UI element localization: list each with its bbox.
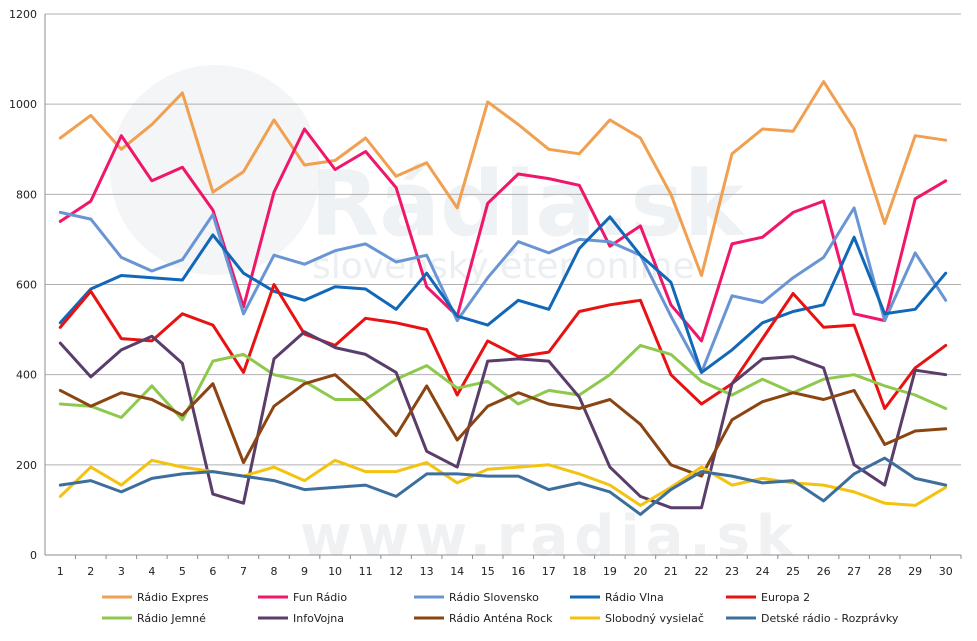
x-tick-label: 28 [878, 565, 892, 578]
x-tick-label: 2 [87, 565, 94, 578]
legend-label: Rádio Anténa Rock [449, 612, 553, 625]
series-line [58, 343, 948, 422]
x-tick-label: 13 [420, 565, 434, 578]
legend-label: Fun Rádio [293, 591, 347, 604]
x-tick-label: 18 [572, 565, 586, 578]
x-tick-label: 10 [328, 565, 342, 578]
x-tick-label: 4 [148, 565, 155, 578]
y-tick-label: 1000 [9, 98, 37, 111]
legend-label: Rádio Vlna [605, 591, 664, 604]
x-tick-label: 30 [939, 565, 953, 578]
y-tick-label: 200 [16, 459, 37, 472]
legend-label: Rádio Jemné [137, 612, 206, 625]
watermark: Rádia.sk slovenský éter online www.radia… [110, 65, 799, 569]
x-tick-label: 16 [511, 565, 525, 578]
x-tick-label: 8 [271, 565, 278, 578]
watermark-sub: slovenský éter online [312, 246, 695, 287]
watermark-bottom: www.radia.sk [300, 504, 799, 569]
legend-label: Rádio Expres [137, 591, 209, 604]
x-tick-label: 27 [847, 565, 861, 578]
x-axis: 1 2 3 4 5 6 7 8 9 10 11 12 13 14 15 16 17 18 19 20 21 22 23 24 2… [57, 555, 962, 578]
x-tick-label: 23 [725, 565, 739, 578]
y-tick-label: 1200 [9, 8, 37, 21]
series-line [58, 330, 948, 510]
x-tick-label: 17 [542, 565, 556, 578]
series-group [58, 80, 948, 516]
x-tick-label: 5 [179, 565, 186, 578]
series-line [58, 456, 948, 516]
y-axis: 0 200 400 600 800 1000 1200 [9, 8, 37, 562]
x-tick-label: 7 [240, 565, 247, 578]
x-tick-label: 22 [694, 565, 708, 578]
x-tick-label: 15 [481, 565, 495, 578]
watermark-main: Rádia.sk [310, 152, 746, 257]
x-tick-label: 9 [301, 565, 308, 578]
x-tick-label: 21 [664, 565, 678, 578]
series-line [58, 127, 948, 343]
x-tick-label: 20 [633, 565, 647, 578]
x-tick-label: 1 [57, 565, 64, 578]
series-line [58, 80, 948, 277]
legend: Rádio Expres Fun Rádio Rádio Slovensko Rádi… [102, 591, 899, 625]
y-tick-label: 400 [16, 369, 37, 382]
watermark-logo-icon [110, 65, 320, 275]
x-tick-label: 19 [603, 565, 617, 578]
legend-label: Europa 2 [761, 591, 810, 604]
x-tick-label: 11 [359, 565, 373, 578]
x-tick-label: 25 [786, 565, 800, 578]
y-tick-label: 600 [16, 279, 37, 292]
x-tick-label: 29 [908, 565, 922, 578]
legend-label: Detské rádio - Rozprávky [761, 612, 899, 625]
legend-label: InfoVojna [293, 612, 344, 625]
x-tick-label: 14 [450, 565, 464, 578]
y-tick-label: 0 [30, 549, 37, 562]
series-line [58, 283, 948, 410]
x-tick-label: 26 [817, 565, 831, 578]
series-line [58, 206, 948, 374]
series-line [58, 458, 948, 507]
x-tick-label: 12 [389, 565, 403, 578]
legend-label: Slobodný vysielač [605, 612, 704, 625]
x-tick-label: 3 [118, 565, 125, 578]
y-tick-label: 800 [16, 188, 37, 201]
series-line [58, 215, 948, 374]
x-tick-label: 6 [209, 565, 216, 578]
x-tick-label: 24 [756, 565, 770, 578]
legend-label: Rádio Slovensko [449, 591, 539, 604]
series-line [58, 373, 948, 478]
